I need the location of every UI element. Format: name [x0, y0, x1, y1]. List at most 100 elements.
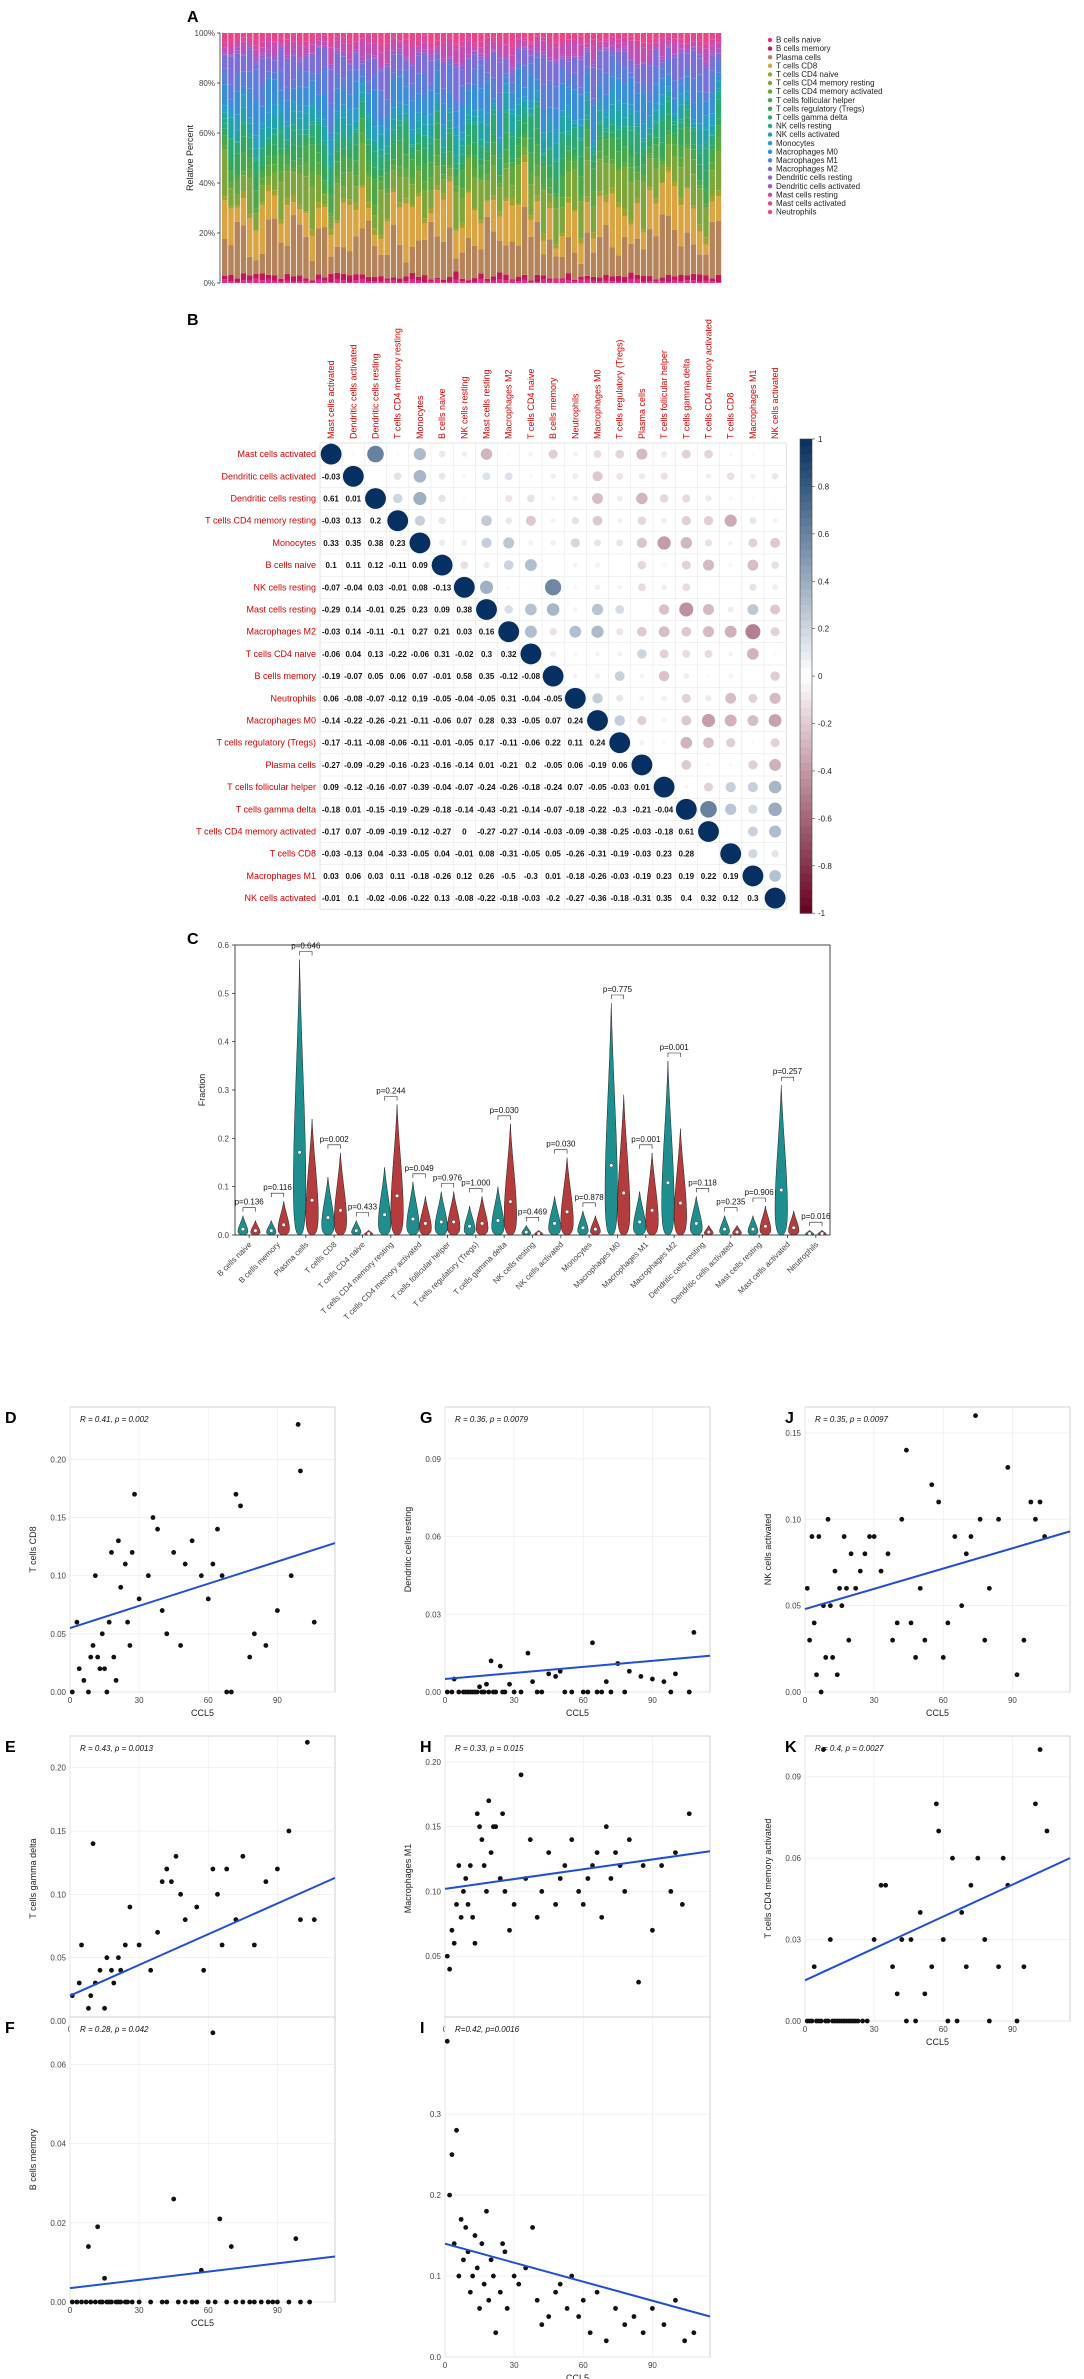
a-bar-segment: [228, 117, 234, 138]
a-bar-segment: [703, 148, 709, 171]
b-cell-value: 0.32: [701, 894, 717, 903]
a-bar-segment: [578, 263, 584, 277]
a-bar-segment: [409, 159, 415, 178]
scatter-point: [474, 1811, 480, 1817]
a-bar-segment: [290, 53, 297, 56]
c-violin-red: [250, 1219, 261, 1236]
c-median-dot: [281, 1222, 286, 1227]
a-bar-segment: [334, 48, 340, 51]
a-bar-segment: [522, 112, 528, 124]
a-bar-segment: [228, 281, 234, 283]
c-pvalue-label: p=0.775: [603, 985, 633, 994]
a-bar-segment: [578, 276, 584, 280]
scatter-point: [622, 2322, 628, 2328]
b-top-label: B cells memory: [548, 377, 558, 439]
b-cell-value: -0.03: [322, 628, 341, 637]
b-cell-circle: [414, 515, 426, 526]
a-bar-segment: [553, 208, 559, 245]
b-colorbar-segment: [800, 794, 812, 804]
b-cell-value: -0.03: [322, 850, 341, 859]
b-cell-circle: [729, 586, 732, 589]
b-top-label: T cells CD4 memory activated: [704, 319, 714, 439]
a-bar-segment: [409, 153, 415, 160]
a-bar-segment: [334, 133, 340, 140]
b-cell-circle: [592, 471, 603, 482]
a-bar-segment: [347, 141, 353, 150]
a-bar-segment: [603, 48, 609, 51]
a-bar-segment: [297, 86, 303, 112]
a-bar-segment: [628, 279, 634, 283]
a-bar-segment: [572, 148, 578, 158]
a-bar-segment: [540, 166, 547, 185]
a-sample-bar: [290, 33, 297, 283]
b-cell-value: 0.01: [634, 783, 650, 792]
a-bar-segment: [372, 215, 378, 229]
a-bar-segment: [565, 58, 572, 62]
c-violin-teal: [406, 1181, 420, 1236]
a-bar-segment: [559, 233, 565, 237]
b-cell-circle: [661, 584, 667, 591]
scatter-x-tick-label: 0: [803, 2025, 808, 2034]
a-bar-segment: [447, 128, 453, 134]
scatter-point: [1021, 1964, 1027, 1970]
b-cell-value: -0.09: [344, 761, 363, 770]
scatter-y-tick-label: 0.06: [50, 2061, 66, 2070]
a-bar-segment: [440, 279, 447, 283]
scatter-point: [205, 2299, 211, 2305]
a-bar-segment: [422, 124, 428, 136]
a-bar-segment: [415, 50, 422, 53]
b-cell-circle: [748, 849, 758, 859]
a-bar-segment: [522, 147, 528, 156]
scatter-point: [1033, 1516, 1038, 1522]
scatter-point: [500, 1811, 506, 1817]
b-diagonal-circle: [409, 532, 431, 554]
b-cell-value: -0.26: [500, 783, 519, 792]
a-sample-bar: [390, 33, 397, 283]
a-bar-segment: [297, 275, 303, 282]
a-bar-segment: [665, 36, 672, 41]
a-bar-segment: [340, 56, 347, 79]
a-bar-segment: [678, 119, 684, 123]
a-bar-segment: [434, 277, 440, 280]
a-bar-segment: [259, 47, 265, 54]
a-bar-segment: [553, 42, 559, 48]
b-cell-value: -0.02: [455, 650, 474, 659]
a-bar-segment: [422, 136, 428, 149]
b-cell-circle: [747, 826, 758, 837]
b-cell-value: -0.08: [344, 694, 363, 703]
scatter-point: [295, 1422, 301, 1427]
a-bar-segment: [715, 118, 722, 126]
a-bar-segment: [697, 274, 703, 282]
a-bar-segment: [228, 139, 234, 160]
a-bar-segment: [234, 221, 240, 279]
a-bar-segment: [678, 49, 684, 53]
a-bar-segment: [253, 158, 259, 161]
scatter-point: [86, 1689, 91, 1695]
a-bar-segment: [484, 37, 490, 44]
b-cell-value: -0.19: [588, 761, 607, 770]
a-bar-segment: [534, 201, 540, 222]
b-cell-value: 0.07: [346, 828, 362, 837]
c-violin-red: [333, 1152, 347, 1236]
a-bar-segment: [365, 135, 372, 140]
scatter-x-tick-label: 30: [510, 1696, 519, 1705]
b-cell-value: -0.07: [344, 672, 363, 681]
a-bar-segment: [503, 280, 509, 283]
b-colorbar-segment: [800, 802, 812, 811]
scatter-point: [608, 1876, 614, 1881]
a-bar-segment: [428, 137, 434, 144]
a-bar-segment: [415, 132, 422, 144]
c-y-tick-label: 0.4: [218, 1038, 230, 1047]
a-sample-bar: [634, 33, 640, 283]
scatter-point: [534, 1914, 540, 1920]
scatter-point: [640, 1863, 646, 1868]
a-bar-segment: [372, 43, 378, 56]
a-bar-segment: [353, 144, 359, 161]
b-cell-circle: [413, 447, 427, 461]
scatter-y-tick-label: 0.06: [785, 1854, 801, 1863]
a-bar-segment: [390, 33, 397, 37]
a-legend-marker: [767, 209, 773, 215]
b-cell-circle: [661, 718, 667, 723]
a-bar-segment: [665, 215, 672, 275]
